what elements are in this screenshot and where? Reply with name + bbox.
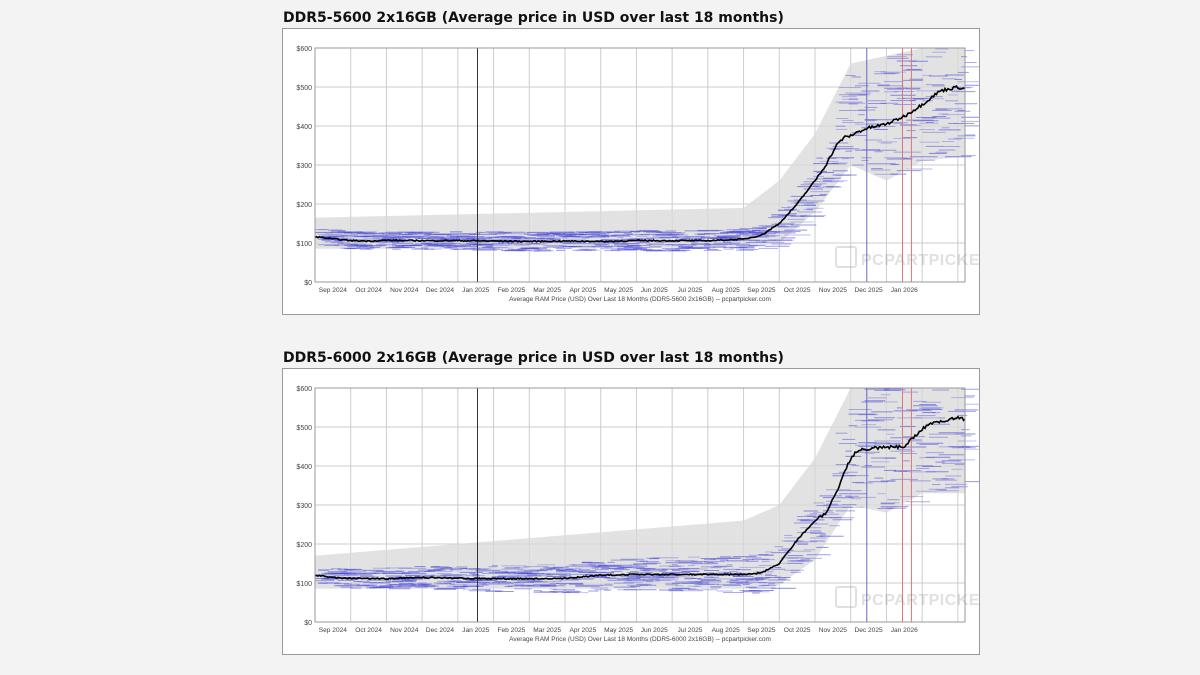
chart-title: DDR5-5600 2x16GB (Average price in USD o… <box>283 10 784 26</box>
y-tick-label: $0 <box>304 280 312 287</box>
x-tick-label: Aug 2025 <box>712 287 741 294</box>
x-tick-label: Aug 2025 <box>712 627 741 634</box>
x-tick-label: Oct 2024 <box>355 627 382 634</box>
x-tick-label: Apr 2025 <box>569 287 596 294</box>
y-tick-label: $600 <box>296 386 312 393</box>
x-tick-label: Dec 2024 <box>426 627 455 634</box>
x-tick-label: May 2025 <box>604 627 633 634</box>
pcpartpicker-logo-icon <box>835 246 857 268</box>
x-tick-label: Sep 2025 <box>747 627 776 634</box>
x-tick-label: Sep 2024 <box>319 287 348 294</box>
price-range-band <box>315 388 965 589</box>
y-tick-label: $300 <box>296 163 312 170</box>
y-tick-label: $200 <box>296 542 312 549</box>
plot-border <box>314 387 966 623</box>
x-tick-label: Jul 2025 <box>678 287 703 294</box>
x-tick-label: Jan 2026 <box>891 627 918 634</box>
x-tick-label: Jun 2025 <box>641 627 668 634</box>
y-tick-label: $100 <box>296 581 312 588</box>
retailer-price-dashes <box>315 48 979 252</box>
watermark-text: PCPARTPICKER <box>861 252 979 269</box>
x-tick-label: Dec 2025 <box>854 287 883 294</box>
x-tick-label: Sep 2025 <box>747 287 776 294</box>
x-tick-label: Nov 2025 <box>819 287 848 294</box>
x-tick-label: Mar 2025 <box>533 627 561 634</box>
plot-border <box>314 47 966 283</box>
x-tick-label: Oct 2025 <box>784 287 811 294</box>
price-chart-ddr5-5600: PCPARTPICKER $0 $100 $200 $300 $400 $500 $600 Se… <box>296 46 979 303</box>
y-tick-label: $0 <box>304 620 312 627</box>
chart-caption: Average RAM Price (USD) Over Last 18 Mon… <box>509 636 771 643</box>
x-tick-label: Nov 2025 <box>819 627 848 634</box>
watermark-text: PCPARTPICKER <box>861 592 979 609</box>
y-tick-label: $100 <box>296 241 312 248</box>
retailer-price-dashes <box>315 388 979 594</box>
y-tick-label: $600 <box>296 46 312 53</box>
x-tick-label: Dec 2024 <box>426 287 455 294</box>
average-price-line <box>314 415 966 581</box>
x-tick-label: Jun 2025 <box>641 287 668 294</box>
y-tick-label: $200 <box>296 202 312 209</box>
chart-frame: PCPARTPICKER $0 $100 $200 $300 $400 $500 $600 Se… <box>282 368 980 655</box>
y-tick-label: $300 <box>296 503 312 510</box>
x-tick-label: Jan 2026 <box>891 287 918 294</box>
x-tick-label: Jul 2025 <box>678 627 703 634</box>
y-tick-label: $400 <box>296 464 312 471</box>
x-tick-label: Nov 2024 <box>390 627 419 634</box>
x-tick-label: Oct 2025 <box>784 627 811 634</box>
x-tick-label: Sep 2024 <box>319 627 348 634</box>
x-tick-label: Jan 2025 <box>462 627 489 634</box>
pcpartpicker-watermark: PCPARTPICKER <box>835 246 979 269</box>
x-tick-label: Feb 2025 <box>497 627 525 634</box>
y-tick-label: $400 <box>296 124 312 131</box>
x-tick-label: Apr 2025 <box>569 627 596 634</box>
chart-caption: Average RAM Price (USD) Over Last 18 Mon… <box>509 296 771 303</box>
chart-frame: PCPARTPICKER $0 $100 $200 $300 $400 $500 $600 Se… <box>282 28 980 315</box>
average-price-line <box>314 84 966 243</box>
x-tick-label: Oct 2024 <box>355 287 382 294</box>
pcpartpicker-watermark: PCPARTPICKER <box>835 586 979 609</box>
chart-section-ddr5-5600: DDR5-5600 2x16GB (Average price in USD o… <box>282 8 980 315</box>
x-tick-label: May 2025 <box>604 287 633 294</box>
chart-section-ddr5-6000: DDR5-6000 2x16GB (Average price in USD o… <box>282 348 980 655</box>
pcpartpicker-logo-icon <box>835 586 857 608</box>
x-tick-label: Mar 2025 <box>533 287 561 294</box>
chart-title: DDR5-6000 2x16GB (Average price in USD o… <box>283 350 784 366</box>
x-tick-label: Feb 2025 <box>497 287 525 294</box>
price-chart-ddr5-6000: PCPARTPICKER $0 $100 $200 $300 $400 $500 $600 Se… <box>296 386 979 643</box>
x-tick-label: Nov 2024 <box>390 287 419 294</box>
x-tick-label: Dec 2025 <box>854 627 883 634</box>
y-tick-label: $500 <box>296 85 312 92</box>
y-tick-label: $500 <box>296 425 312 432</box>
price-range-band <box>315 48 965 249</box>
x-tick-label: Jan 2025 <box>462 287 489 294</box>
